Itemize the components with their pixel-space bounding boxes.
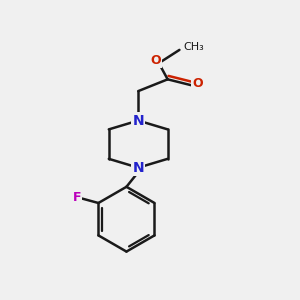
Text: F: F: [73, 190, 81, 204]
Text: O: O: [192, 77, 203, 90]
Text: CH₃: CH₃: [183, 42, 204, 52]
Text: N: N: [132, 161, 144, 175]
Text: O: O: [151, 54, 161, 67]
Text: N: N: [132, 114, 144, 128]
